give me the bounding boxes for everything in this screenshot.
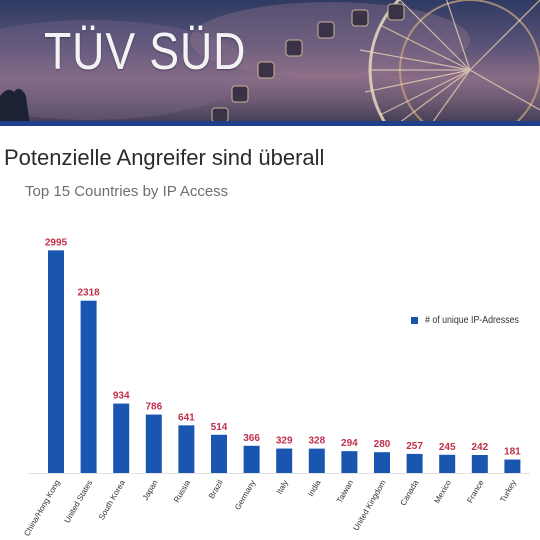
- chart-title: Top 15 Countries by IP Access: [25, 183, 229, 200]
- banner-divider: [0, 121, 540, 126]
- bar: [504, 459, 521, 473]
- category-label: Russia: [172, 478, 192, 504]
- value-label: 514: [211, 422, 228, 433]
- legend-swatch: [411, 317, 418, 324]
- value-label: 328: [308, 436, 325, 447]
- category-label: France: [465, 478, 486, 505]
- bar: [276, 448, 293, 473]
- category-label: Mexico: [432, 478, 453, 505]
- bar: [48, 250, 64, 473]
- value-label: 280: [374, 439, 391, 450]
- category-label: South Korea: [97, 478, 127, 521]
- category-label: China/Hong Kong: [22, 479, 61, 538]
- bar: [471, 455, 488, 473]
- bar: [406, 453, 423, 473]
- value-label: 2995: [45, 237, 68, 248]
- header-banner: TÜV SÜD: [0, 0, 540, 126]
- category-label: Brazil: [207, 478, 225, 500]
- bar: [80, 300, 97, 473]
- page-headline: Potenzielle Angreifer sind überall: [4, 145, 325, 170]
- value-label: 181: [504, 447, 521, 458]
- bar: [113, 403, 130, 473]
- value-label: 242: [471, 442, 488, 453]
- value-label: 934: [113, 391, 130, 402]
- category-label: United Kingdom: [351, 478, 387, 532]
- bar: [308, 448, 325, 473]
- bar: [341, 451, 358, 473]
- bar: [211, 434, 227, 473]
- brand-title: TÜV SÜD: [44, 23, 247, 81]
- bar: [243, 445, 260, 473]
- value-label: 257: [406, 441, 423, 452]
- value-label: 294: [341, 438, 358, 449]
- value-label: 2318: [77, 288, 100, 299]
- value-label: 245: [439, 442, 456, 453]
- value-label: 329: [276, 436, 293, 447]
- category-label: Germany: [233, 479, 257, 512]
- category-label: India: [306, 478, 323, 498]
- category-label: Turkey: [498, 479, 518, 504]
- bar: [145, 414, 162, 473]
- bar: [439, 454, 456, 473]
- bar: [374, 452, 390, 473]
- ferris-wheel-image: [0, 0, 540, 126]
- bar: [178, 425, 195, 473]
- category-label: United States: [63, 479, 95, 525]
- value-label: 641: [178, 412, 195, 423]
- category-label: Italy: [275, 479, 290, 496]
- category-label: Canada: [399, 478, 421, 507]
- category-label: Taiwan: [335, 479, 355, 505]
- chart-legend: # of unique IP-Adresses: [411, 315, 532, 326]
- legend-label: # of unique IP-Adresses: [425, 315, 519, 326]
- category-label: Japan: [141, 479, 160, 502]
- value-label: 366: [243, 433, 260, 444]
- value-label: 786: [145, 402, 162, 413]
